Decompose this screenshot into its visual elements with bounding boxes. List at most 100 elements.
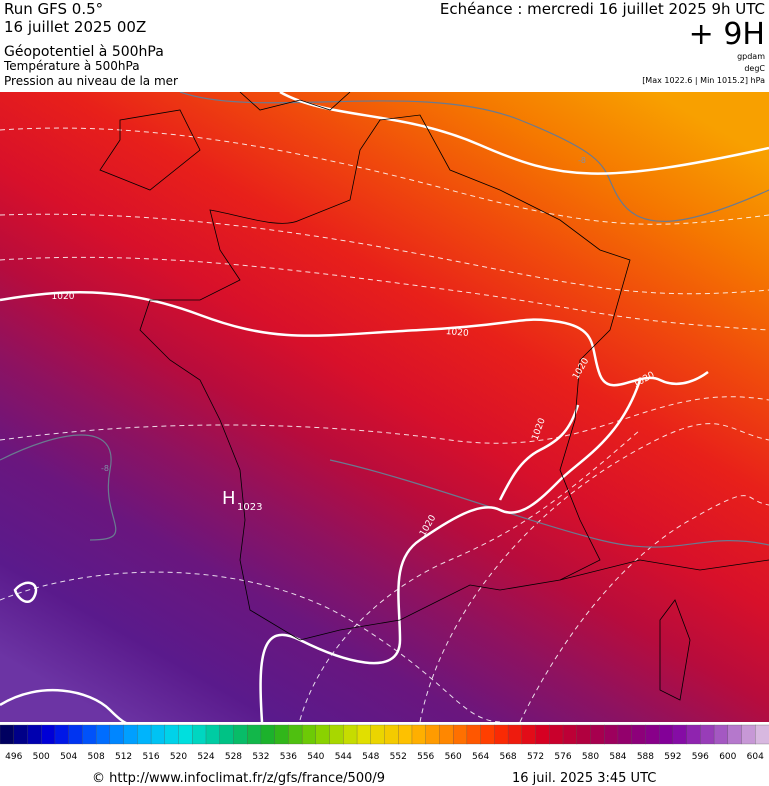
colorbar-label: 600 <box>719 752 736 762</box>
colorbar-label: 504 <box>60 752 77 762</box>
colorbar-label: 604 <box>747 752 764 762</box>
colorbar-label: 528 <box>225 752 242 762</box>
offset: + 9H <box>689 17 765 52</box>
colorbar-cell <box>274 724 289 745</box>
colorbar-cell <box>576 724 591 745</box>
isobar-label: 1020 <box>52 292 75 302</box>
colorbar-cell <box>260 724 276 745</box>
isotherm-label: -8 <box>578 156 586 165</box>
unit-2: degC <box>744 64 765 73</box>
isobar <box>498 404 580 501</box>
colorbar-cell <box>82 724 97 745</box>
colorbar-cell <box>356 724 372 745</box>
colorbar-cell <box>617 724 633 745</box>
colorbar-cell <box>123 724 138 745</box>
run: Run GFS 0.5° <box>4 0 103 18</box>
colorbar-label: 584 <box>609 752 626 762</box>
credit: © http://www.infoclimat.fr/z/gfs/france/… <box>92 771 385 786</box>
run-time: 16 juil. 2025 3:45 UTC <box>512 771 656 786</box>
colorbar-label: 496 <box>5 752 22 762</box>
colorbar-cell <box>109 724 125 745</box>
echeance: Echéance : mercredi 16 juillet 2025 9h U… <box>440 0 765 18</box>
colorbar-cell <box>535 724 550 745</box>
colorbar-label: 544 <box>335 752 352 762</box>
isotherm <box>329 459 769 548</box>
colorbar-label: 580 <box>582 752 599 762</box>
field-3: Pression au niveau de la mer <box>4 74 178 88</box>
coastline <box>559 559 769 701</box>
colorbar-cell <box>178 724 193 745</box>
colorbar-cell <box>219 724 234 745</box>
colorbar-cell <box>549 724 564 745</box>
isoline <box>519 495 769 722</box>
colorbar-cell <box>755 724 769 745</box>
colorbar-label: 552 <box>390 752 407 762</box>
colorbar-cell <box>343 724 358 745</box>
colorbar-label: 540 <box>307 752 324 762</box>
isoline <box>299 429 641 721</box>
colorbar-label: 568 <box>499 752 516 762</box>
colorbar-cell <box>137 724 152 745</box>
colorbar-cell <box>672 724 688 745</box>
colorbar-label: 564 <box>472 752 489 762</box>
colorbar-cell <box>41 724 56 745</box>
isobar <box>13 581 38 603</box>
colorbar-cell <box>95 724 111 745</box>
colorbar-cell <box>562 724 578 745</box>
map-background <box>0 92 769 722</box>
colorbar-label: 556 <box>417 752 434 762</box>
colorbar-cell <box>645 724 660 745</box>
colorbar-cell <box>288 724 303 745</box>
colorbar-cell <box>425 724 440 745</box>
unit-1: gpdam <box>737 52 765 61</box>
isoline <box>0 256 769 331</box>
colorbar-cell <box>233 724 248 745</box>
isobar <box>279 92 769 175</box>
colorbar-cell <box>370 724 385 745</box>
colorbar-cell <box>466 724 482 745</box>
colorbar-cell <box>384 724 399 745</box>
colorbar-cell <box>164 724 179 745</box>
colorbar-cell <box>205 724 221 745</box>
isobar-label: 1020 <box>445 327 469 339</box>
colorbar-label: 516 <box>142 752 159 762</box>
isotherm <box>0 434 117 541</box>
isotherm-label: -8 <box>101 464 109 473</box>
colorbar-cell <box>13 724 28 745</box>
map <box>0 92 769 722</box>
colorbar-cell <box>507 724 523 745</box>
country-border <box>139 114 631 641</box>
colorbar-cell <box>192 724 207 745</box>
colorbar-cell <box>727 724 742 745</box>
colorbar-label: 548 <box>362 752 379 762</box>
isobar <box>259 379 642 722</box>
colorbar-cell <box>604 724 619 745</box>
colorbar-cell <box>494 724 509 745</box>
colorbar-cell <box>521 724 537 745</box>
colorbar-label: 520 <box>170 752 187 762</box>
field-2: Température à 500hPa <box>3 59 140 73</box>
colorbar-cell <box>741 724 756 745</box>
colorbar-label: 560 <box>445 752 462 762</box>
colorbar-cell <box>315 724 331 745</box>
coastline <box>99 92 351 191</box>
colorbar-label: 508 <box>88 752 105 762</box>
colorbar-label: 536 <box>280 752 297 762</box>
colorbar-cell <box>658 724 674 745</box>
colorbar-cell <box>68 724 83 745</box>
colorbar-cell <box>329 724 344 745</box>
colorbar-cell <box>631 724 646 745</box>
field-1: Géopotentiel à 500hPa <box>4 44 164 60</box>
colorbar-label: 500 <box>33 752 50 762</box>
colorbar-cell <box>411 724 427 745</box>
isobar <box>0 291 709 387</box>
colorbar-cell <box>700 724 715 745</box>
colorbar-label: 572 <box>527 752 544 762</box>
colorbar-cell <box>247 724 262 745</box>
colorbar-cell <box>453 724 468 745</box>
isoline <box>0 127 769 225</box>
colorbar-cell <box>301 724 317 745</box>
colorbar-label: 592 <box>664 752 681 762</box>
